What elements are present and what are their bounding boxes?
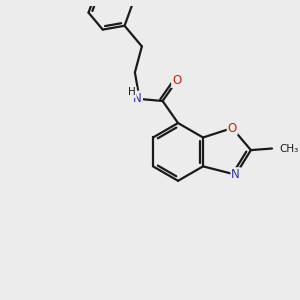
Text: N: N: [133, 92, 142, 104]
Text: H: H: [128, 87, 136, 97]
Text: O: O: [172, 74, 181, 87]
Text: CH₃: CH₃: [280, 143, 299, 154]
Text: O: O: [228, 122, 237, 135]
Text: N: N: [231, 168, 240, 181]
